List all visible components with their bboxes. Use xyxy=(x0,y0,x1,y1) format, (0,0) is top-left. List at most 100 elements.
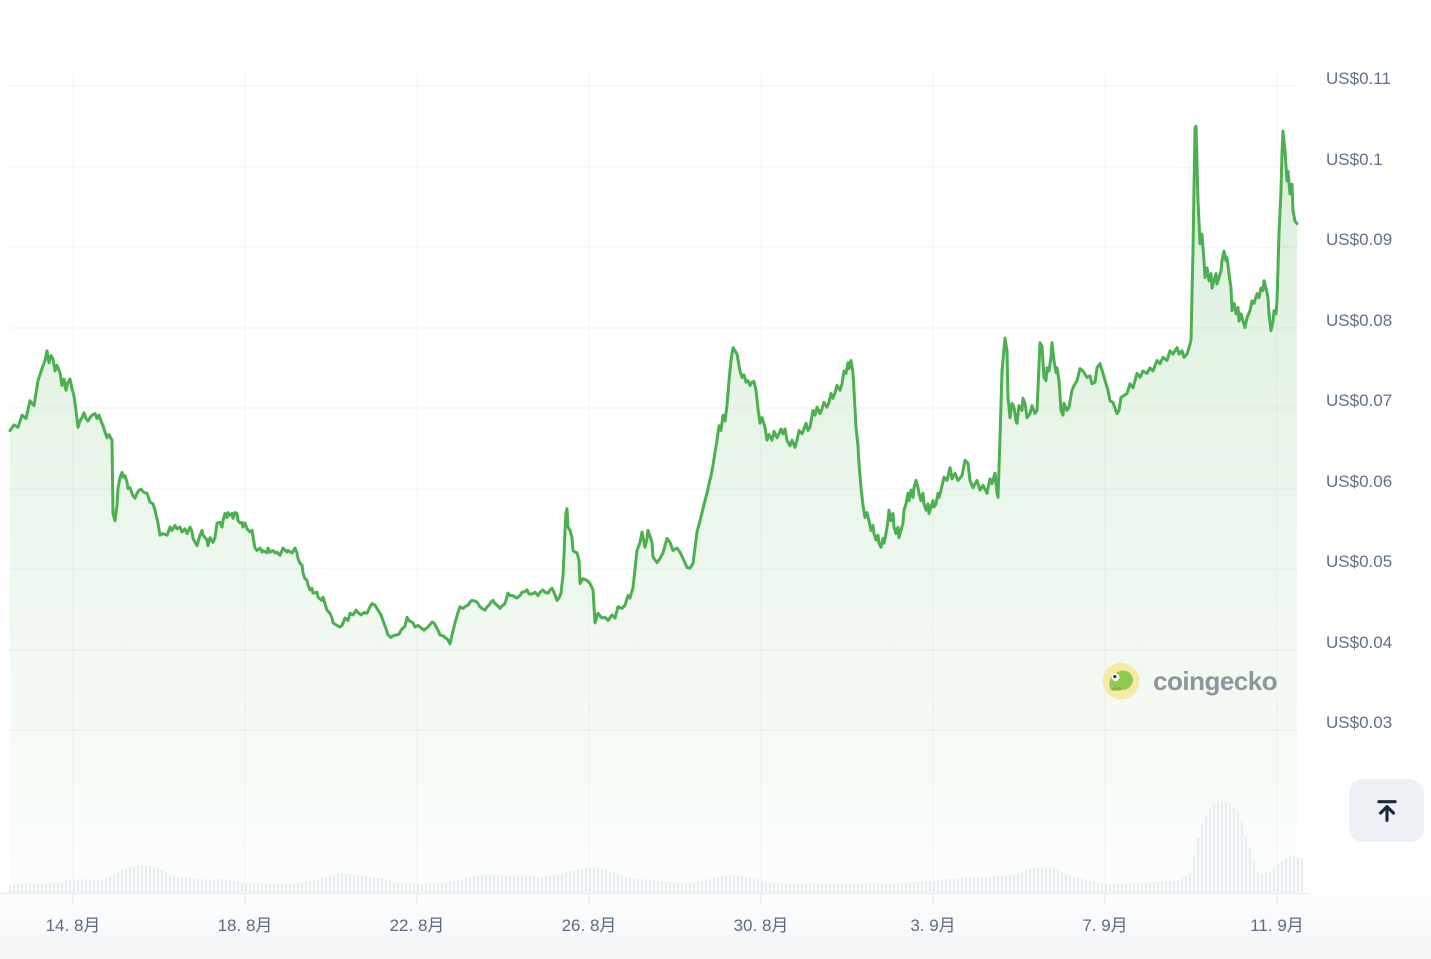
volume-bar xyxy=(588,868,592,893)
volume-bar xyxy=(260,883,264,893)
volume-bar xyxy=(684,883,688,893)
volume-bar xyxy=(680,883,684,893)
volume-bar xyxy=(524,875,528,893)
volume-bar xyxy=(328,876,332,893)
volume-bar xyxy=(568,871,572,893)
volume-bar xyxy=(104,878,108,893)
volume-bar xyxy=(924,881,928,893)
volume-bar xyxy=(48,883,52,893)
y-axis-label: US$0.06 xyxy=(1326,472,1393,491)
volume-bar xyxy=(184,877,188,893)
volume-bar xyxy=(792,884,796,893)
volume-bar xyxy=(1252,861,1256,893)
volume-bar xyxy=(1048,868,1052,893)
volume-bar xyxy=(884,883,888,893)
volume-bar xyxy=(156,868,160,893)
volume-bar xyxy=(76,879,80,893)
volume-bar xyxy=(1256,871,1260,893)
volume-bar xyxy=(172,875,176,893)
volume-bar xyxy=(636,878,640,893)
volume-bar xyxy=(992,876,996,893)
volume-bar xyxy=(444,882,448,893)
y-axis-label: US$0.11 xyxy=(1326,69,1391,88)
x-axis-label: 11. 9月 xyxy=(1250,916,1304,935)
volume-bar xyxy=(436,883,440,893)
volume-bar xyxy=(356,875,360,893)
volume-bar xyxy=(88,880,92,893)
volume-bar xyxy=(700,880,704,893)
volume-bar xyxy=(500,875,504,893)
x-axis-band xyxy=(0,894,1431,959)
y-axis-label: US$0.07 xyxy=(1326,391,1393,410)
volume-bar xyxy=(140,865,144,893)
volume-bar xyxy=(1120,883,1124,893)
volume-bar xyxy=(64,880,68,893)
volume-bar xyxy=(544,876,548,893)
volume-bar xyxy=(1196,838,1200,893)
coingecko-logo-icon xyxy=(1102,662,1140,700)
volume-bar xyxy=(692,882,696,893)
volume-bar xyxy=(220,879,224,893)
volume-bar xyxy=(312,880,316,893)
x-axis-label: 3. 9月 xyxy=(910,916,956,935)
volume-bar xyxy=(888,884,892,893)
volume-bar xyxy=(316,879,320,893)
y-axis-label: US$0.05 xyxy=(1326,552,1393,571)
volume-bar xyxy=(392,881,396,893)
volume-bar xyxy=(1220,800,1224,893)
volume-bar xyxy=(856,884,860,893)
volume-bar xyxy=(612,872,616,893)
volume-bar xyxy=(572,870,576,893)
volume-bar xyxy=(148,866,152,893)
price-area-fill xyxy=(10,126,1297,893)
volume-bar xyxy=(12,884,16,893)
volume-bar xyxy=(892,883,896,893)
volume-bar xyxy=(952,878,956,893)
volume-bar xyxy=(472,876,476,893)
volume-bar xyxy=(520,875,524,893)
volume-bar xyxy=(336,873,340,893)
volume-bar xyxy=(848,884,852,893)
scroll-to-top-button[interactable] xyxy=(1349,779,1424,842)
volume-bar xyxy=(400,883,404,893)
volume-bar xyxy=(896,883,900,893)
volume-bar xyxy=(528,876,532,893)
x-axis-label: 22. 8月 xyxy=(389,916,445,935)
volume-bar xyxy=(468,877,472,893)
volume-bar xyxy=(480,874,484,893)
volume-bar xyxy=(536,876,540,893)
volume-bar xyxy=(808,883,812,893)
volume-bar xyxy=(868,883,872,893)
volume-bar xyxy=(716,877,720,893)
volume-bar xyxy=(1112,884,1116,893)
volume-bar xyxy=(564,872,568,893)
volume-bar xyxy=(180,877,184,893)
volume-bar xyxy=(32,883,36,893)
volume-bar xyxy=(740,876,744,893)
volume-bar xyxy=(852,884,856,893)
volume-bar xyxy=(576,869,580,893)
volume-bar xyxy=(1064,873,1068,893)
price-area xyxy=(10,126,1297,893)
volume-bar xyxy=(552,875,556,893)
volume-bar xyxy=(592,868,596,893)
volume-bar xyxy=(1044,867,1048,893)
volume-bar xyxy=(1056,870,1060,893)
volume-bar xyxy=(1264,872,1268,893)
volume-bar xyxy=(348,874,352,893)
volume-bar xyxy=(84,879,88,893)
price-line-path xyxy=(8,124,1299,646)
volume-bar xyxy=(600,869,604,893)
volume-bar xyxy=(1024,870,1028,893)
volume-bar xyxy=(780,883,784,893)
volume-bar xyxy=(648,880,652,893)
volume-bar xyxy=(488,874,492,893)
volume-bar xyxy=(40,883,44,893)
volume-bar xyxy=(1248,848,1252,893)
volume-bar xyxy=(1288,855,1292,893)
volume-bar xyxy=(92,880,96,893)
volume-bar xyxy=(376,877,380,893)
volume-bar xyxy=(428,883,432,893)
volume-bar xyxy=(476,875,480,893)
